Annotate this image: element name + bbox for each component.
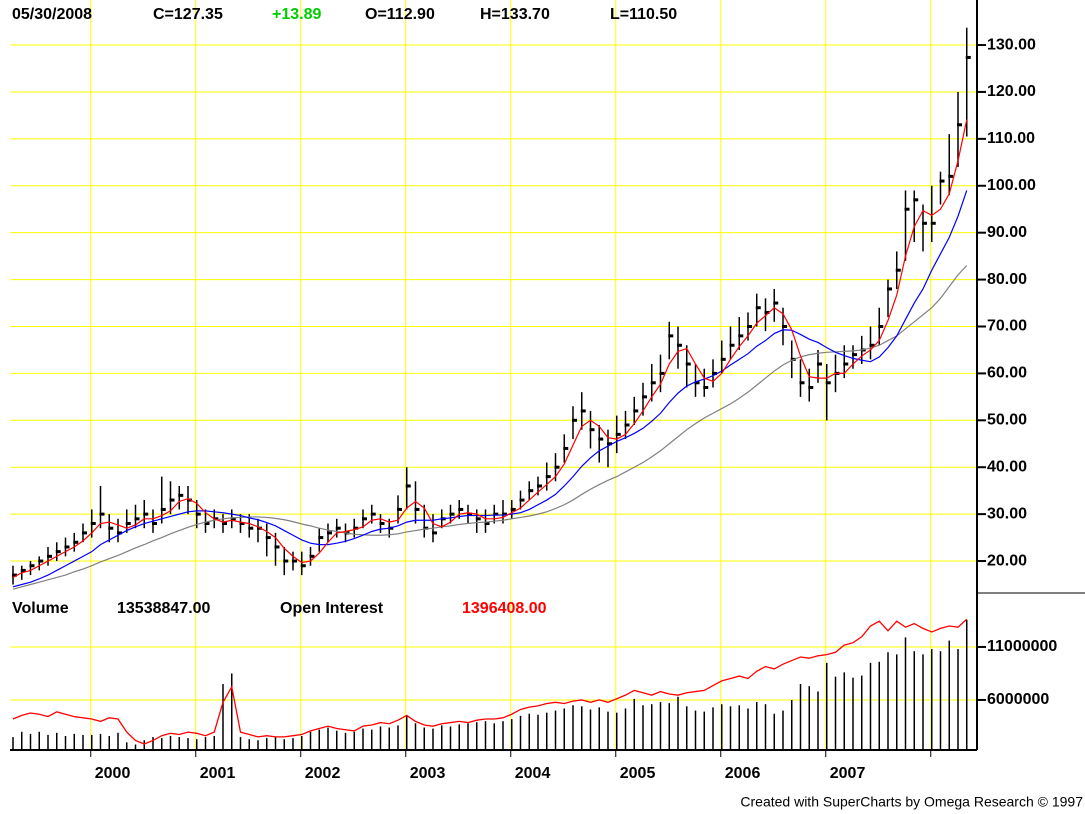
x-tick-label: 2004 — [515, 765, 551, 782]
moving-average — [12, 265, 968, 590]
moving-average — [12, 119, 968, 578]
y-tick-label: 60.00 — [987, 365, 1027, 382]
footer: Created with SuperCharts by Omega Resear… — [740, 794, 1083, 810]
volume-value: 13538847.00 — [117, 600, 211, 617]
header-high: H=133.70 — [480, 6, 550, 23]
x-tick-label: 2006 — [725, 765, 761, 782]
y-tick-label: 70.00 — [987, 318, 1027, 335]
y-tick-label: 120.00 — [987, 83, 1036, 100]
y-tick-label: 90.00 — [987, 224, 1027, 241]
x-tick-label: 2007 — [830, 765, 866, 782]
y-tick-label: 130.00 — [987, 36, 1036, 53]
x-tick-label: 2001 — [200, 765, 236, 782]
y-tick-label: 11000000 — [987, 638, 1057, 655]
header-close: C=127.35 — [153, 6, 223, 23]
open-interest-line — [12, 618, 968, 745]
y-tick-label: 30.00 — [987, 505, 1027, 522]
header-open: O=112.90 — [365, 6, 435, 23]
y-tick-label: 20.00 — [987, 552, 1027, 569]
x-tick-label: 2003 — [410, 765, 446, 782]
y-tick-label: 110.00 — [987, 130, 1035, 147]
oi-label: Open Interest — [280, 600, 384, 617]
volume-label: Volume — [12, 600, 69, 617]
moving-average — [12, 190, 968, 588]
oi-value: 1396408.00 — [462, 600, 547, 617]
x-tick-label: 2000 — [95, 765, 131, 782]
y-tick-label: 40.00 — [987, 458, 1027, 475]
x-tick-label: 2005 — [620, 765, 656, 782]
header-low: L=110.50 — [610, 6, 677, 23]
header-date: 05/30/2008 — [12, 6, 92, 23]
x-tick-label: 2002 — [305, 765, 341, 782]
y-tick-label: 100.00 — [987, 177, 1036, 194]
header-change: +13.89 — [272, 6, 321, 23]
y-tick-label: 80.00 — [987, 271, 1027, 288]
y-tick-label: 50.00 — [987, 412, 1027, 429]
y-tick-label: 6000000 — [987, 691, 1049, 708]
